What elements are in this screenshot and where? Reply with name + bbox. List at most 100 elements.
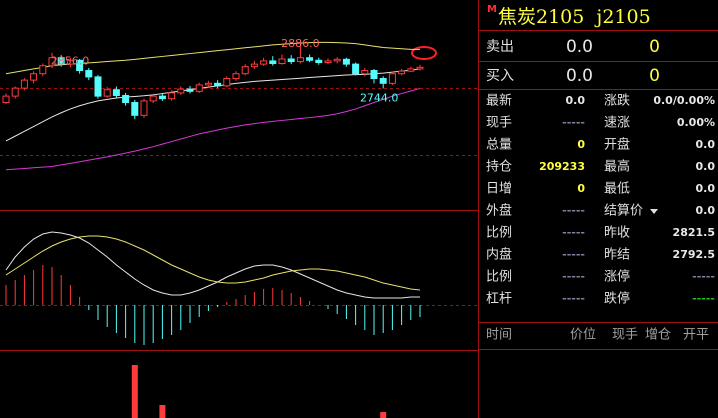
column-header: 开平 [683, 328, 709, 343]
field-label: 涨停 [604, 269, 630, 285]
field-value: ----- [562, 226, 585, 239]
candle-body [177, 88, 185, 94]
volume-bar [159, 405, 166, 418]
candle-body [48, 57, 56, 67]
macd-dea [5, 235, 421, 291]
field-label: 昨结 [604, 248, 630, 263]
candle-body [333, 58, 341, 62]
candle-body [370, 70, 378, 80]
column-header: 时间 [486, 328, 512, 343]
candle-body [112, 89, 120, 96]
book-volume: 0 [649, 66, 660, 86]
candle-body [379, 78, 387, 84]
field-label[interactable]: 结算价 [604, 204, 643, 219]
candle-body [149, 95, 157, 102]
candle-body [195, 84, 203, 92]
field-label: 涨跌 [604, 93, 630, 109]
field-label: 持仓 [486, 160, 512, 175]
column-header: 增仓 [645, 328, 671, 343]
candle-body [214, 82, 222, 87]
field-value: ----- [562, 116, 585, 129]
field-value: 2792.5 [673, 248, 715, 261]
candle-body [30, 73, 38, 81]
field-value: 0.00% [677, 116, 715, 129]
book-price: 0.0 [566, 66, 593, 86]
field-value: 2821.5 [673, 226, 715, 239]
column-header: 价位 [570, 328, 596, 343]
price-annotation: 2856.0 [51, 55, 90, 68]
candle-body [407, 68, 415, 72]
candle-body [168, 92, 176, 100]
field-label: 内盘 [486, 247, 512, 263]
field-label: 最高 [604, 159, 630, 175]
book-volume: 0 [649, 37, 660, 57]
field-value: 0.0 [696, 160, 716, 173]
candle-body [232, 73, 240, 80]
candle-body [306, 57, 314, 61]
highlight-circle [411, 46, 437, 60]
ma-line [5, 68, 421, 142]
candle-body [140, 100, 148, 116]
candle-body [315, 59, 323, 64]
field-value: 0.0 [566, 94, 586, 107]
field-value: ----- [562, 204, 585, 217]
field-label: 速涨 [604, 116, 630, 131]
book-label: 卖出 [486, 39, 514, 55]
field-value: ----- [692, 292, 715, 305]
candle-body [20, 79, 28, 89]
field-value: 0.0 [696, 182, 716, 195]
candle-body [85, 70, 93, 78]
candle-body [278, 58, 286, 64]
field-value: 0 [577, 138, 585, 151]
ma-line [5, 87, 421, 171]
field-label: 开盘 [604, 137, 630, 153]
candle-body [76, 59, 84, 72]
candle-body [131, 102, 139, 116]
field-value: ----- [562, 248, 585, 261]
price-annotation: 2744.0 [360, 91, 399, 104]
candle-body [416, 66, 424, 70]
candle-body [398, 70, 406, 75]
field-value: ----- [562, 270, 585, 283]
candle-body [122, 94, 130, 104]
book-price: 0.0 [566, 37, 593, 57]
candle-body [39, 65, 47, 75]
price-annotation: 2886.0 [281, 37, 320, 50]
field-label: 日增 [486, 182, 512, 197]
candle-body [2, 95, 10, 104]
field-label: 跌停 [604, 291, 630, 307]
candle-body [103, 89, 111, 97]
candle-body [324, 60, 332, 64]
book-label: 买入 [486, 68, 514, 84]
candle-body [352, 63, 360, 75]
column-header: 现手 [612, 328, 638, 343]
field-label: 总量 [486, 138, 512, 153]
field-value: 0 [577, 182, 585, 195]
marker: M [487, 4, 497, 15]
field-value: 0.0 [696, 138, 716, 151]
candle-body [361, 70, 369, 75]
field-label: 杠杆 [486, 291, 512, 307]
candle-body [269, 60, 277, 64]
macd-dif [5, 231, 420, 299]
field-label: 比例 [486, 270, 512, 285]
candle-body [11, 87, 19, 97]
field-value: ----- [562, 292, 585, 305]
candle-body [158, 95, 166, 100]
candle-body [296, 57, 304, 63]
candle-body [260, 60, 268, 65]
volume-bar [380, 412, 387, 418]
candle-body [186, 88, 194, 92]
candle-body [388, 73, 396, 84]
field-label: 昨收 [604, 226, 630, 241]
candle-body [223, 78, 231, 87]
quote-title: 焦炭2105 j2105 [498, 6, 651, 28]
field-label: 比例 [486, 226, 512, 241]
candle-body [204, 82, 212, 86]
dropdown-arrow [650, 209, 658, 214]
field-value: 0.0 [696, 204, 716, 217]
volume-bar [131, 365, 138, 418]
field-value: 0.0/0.00% [653, 94, 715, 107]
ma-line [5, 41, 420, 75]
